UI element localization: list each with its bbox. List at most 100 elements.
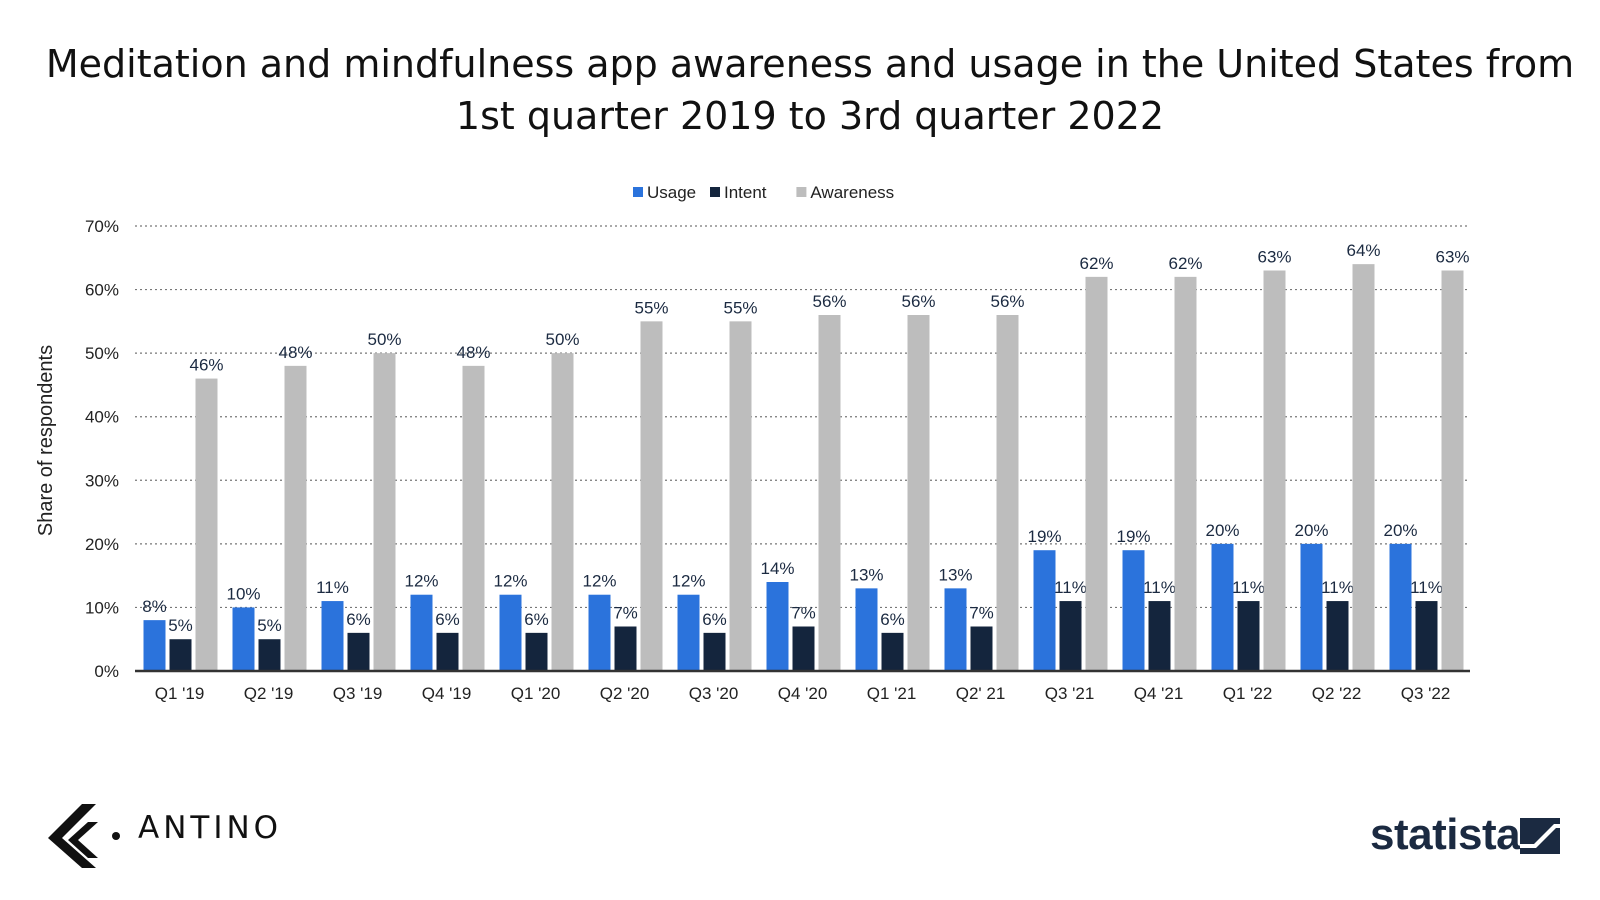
bar-intent	[703, 632, 726, 671]
data-label: 6%	[524, 610, 549, 629]
bar-intent	[525, 632, 548, 671]
y-tick-label: 70%	[85, 217, 119, 236]
x-tick-label: Q2 '22	[1312, 684, 1362, 703]
bar-intent	[1148, 601, 1171, 671]
data-label: 13%	[938, 565, 972, 584]
legend-swatch-intent	[710, 187, 720, 197]
data-label: 6%	[880, 610, 905, 629]
x-tick-label: Q1 '20	[511, 684, 561, 703]
x-tick-label: Q3 '19	[333, 684, 383, 703]
antino-wordmark: ANTINO	[138, 810, 283, 846]
x-tick-label: Q3 '22	[1401, 684, 1451, 703]
data-label: 13%	[849, 565, 883, 584]
bar-awareness	[729, 321, 752, 671]
y-tick-label: 40%	[85, 408, 119, 427]
bar-usage	[1122, 550, 1145, 671]
bar-chart: 0% 10% 20% 30% 40% 50% 60% 70% Share of responde…	[35, 183, 1470, 703]
data-label: 48%	[278, 343, 312, 362]
data-label: 11%	[1232, 578, 1265, 597]
antino-chevron-icon	[48, 804, 98, 868]
data-label: 12%	[671, 572, 705, 591]
statista-logo-icon	[1520, 818, 1560, 854]
data-label: 56%	[812, 292, 846, 311]
x-tick-label: Q3 '20	[689, 684, 739, 703]
data-label: 14%	[760, 559, 794, 578]
x-tick-label: Q3 '21	[1045, 684, 1095, 703]
bar-awareness	[640, 321, 663, 671]
x-tick-label: Q1 '21	[867, 684, 917, 703]
data-label: 6%	[702, 610, 727, 629]
bar-intent	[881, 632, 904, 671]
bar-intent	[614, 626, 637, 671]
data-label: 11%	[1321, 578, 1354, 597]
bar-intent	[970, 626, 993, 671]
bar-awareness	[284, 365, 307, 671]
x-tick-label: Q2' 21	[956, 684, 1006, 703]
x-tick-label: Q4 '20	[778, 684, 828, 703]
x-tick-label: Q2 '20	[600, 684, 650, 703]
bar-intent	[347, 632, 370, 671]
bar-intent	[1237, 601, 1260, 671]
bar-usage	[1300, 543, 1323, 671]
data-label: 46%	[189, 356, 223, 375]
bar-awareness	[195, 378, 218, 671]
bar-awareness	[1441, 270, 1464, 671]
data-label: 11%	[1143, 578, 1176, 597]
legend-swatch-usage	[633, 187, 643, 197]
data-label: 56%	[901, 292, 935, 311]
y-tick-label: 50%	[85, 344, 119, 363]
bar-usage	[1211, 543, 1234, 671]
data-label: 11%	[1054, 578, 1087, 597]
data-label: 55%	[723, 298, 757, 317]
data-label: 62%	[1079, 254, 1113, 273]
statista-wordmark: statista	[1370, 810, 1521, 859]
bar-intent	[792, 626, 815, 671]
bar-awareness	[1352, 264, 1375, 671]
antino-logo	[44, 800, 104, 870]
antino-dot	[112, 832, 120, 840]
x-tick-label: Q1 '22	[1223, 684, 1273, 703]
bar-intent	[1326, 601, 1349, 671]
bar-intent	[1059, 601, 1082, 671]
bar-usage	[321, 601, 344, 671]
chart-title: Meditation and mindfulness app awareness…	[45, 42, 1575, 138]
bar-usage	[499, 594, 522, 671]
data-label: 20%	[1383, 521, 1417, 540]
data-label: 20%	[1294, 521, 1328, 540]
data-label: 56%	[990, 292, 1024, 311]
y-tick-label: 10%	[85, 598, 119, 617]
data-label: 11%	[316, 578, 349, 597]
data-label: 7%	[791, 604, 816, 623]
legend-label-intent: Intent	[724, 183, 767, 202]
bar-usage	[944, 588, 967, 671]
data-label: 12%	[582, 572, 616, 591]
data-label: 19%	[1027, 527, 1061, 546]
legend-swatch-awareness	[796, 187, 807, 197]
x-tick-label: Q1 '19	[155, 684, 205, 703]
bar-usage	[410, 594, 433, 671]
bar-awareness	[551, 353, 574, 671]
data-label: 48%	[456, 343, 490, 362]
x-tick-label: Q2 '19	[244, 684, 294, 703]
x-tick-label: Q4 '19	[422, 684, 472, 703]
data-label: 63%	[1435, 248, 1469, 267]
data-label: 7%	[969, 604, 994, 623]
y-tick-label: 20%	[85, 535, 119, 554]
bar-usage	[588, 594, 611, 671]
data-label: 6%	[435, 610, 460, 629]
data-label: 10%	[226, 584, 260, 603]
y-tick-label: 30%	[85, 471, 119, 490]
data-label: 5%	[168, 616, 193, 635]
y-tick-label: 0%	[94, 662, 119, 681]
data-label: 7%	[613, 604, 638, 623]
bar-intent	[258, 639, 281, 671]
bar-awareness	[1263, 270, 1286, 671]
data-label: 12%	[493, 572, 527, 591]
x-tick-label: Q4 '21	[1134, 684, 1184, 703]
y-tick-label: 60%	[85, 281, 119, 300]
y-axis-label: Share of respondents	[35, 345, 57, 536]
bar-awareness	[907, 315, 930, 671]
bar-awareness	[373, 353, 396, 671]
bar-usage	[143, 620, 166, 671]
data-label: 11%	[1410, 578, 1443, 597]
